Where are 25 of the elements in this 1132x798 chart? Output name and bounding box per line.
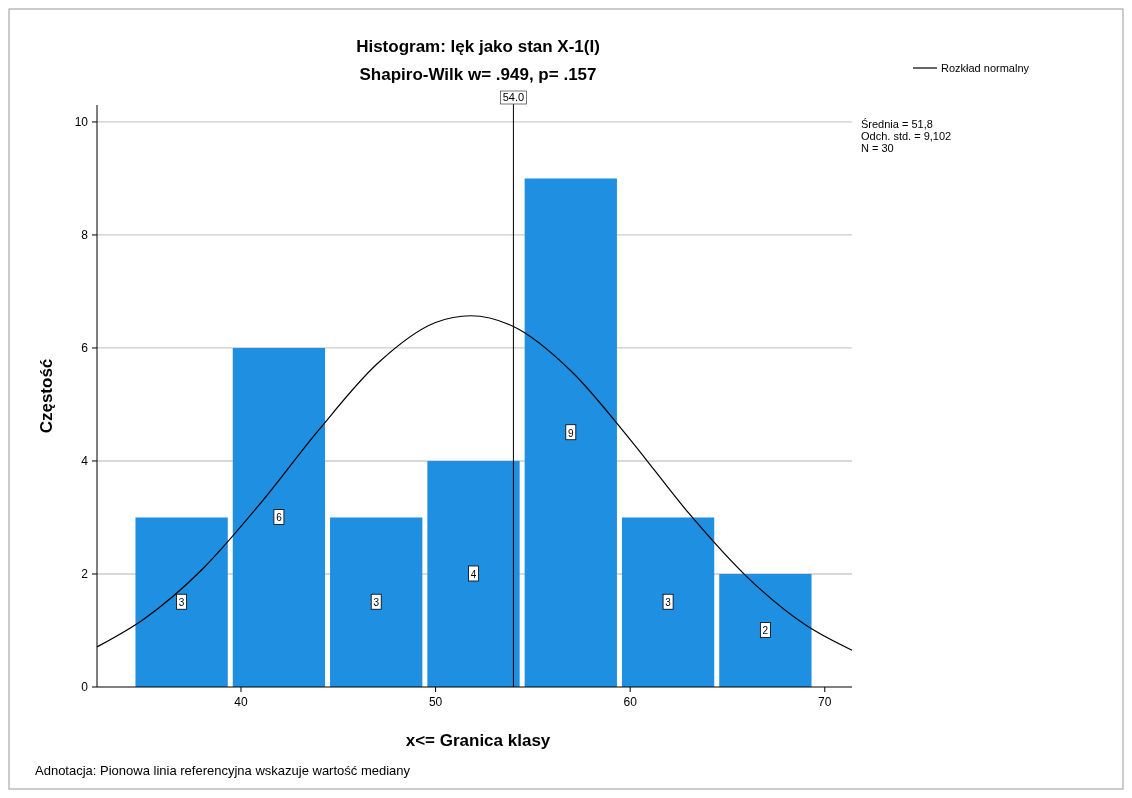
- y-axis-title: Częstość: [37, 358, 56, 434]
- x-tick-label: 40: [234, 695, 248, 709]
- y-tick-label: 6: [81, 340, 89, 355]
- data-label: 9: [568, 427, 575, 439]
- data-label: 6: [276, 512, 283, 524]
- legend-label: Rozkład normalny: [941, 62, 1030, 74]
- y-tick-label: 2: [81, 566, 89, 581]
- data-label: 3: [665, 597, 672, 609]
- data-label: 3: [178, 597, 185, 609]
- data-label: 3: [373, 597, 380, 609]
- x-tick-label: 70: [818, 695, 832, 709]
- data-label: 4: [470, 568, 477, 580]
- y-tick-label: 4: [81, 453, 89, 468]
- x-axis-title: x<= Granica klasy: [405, 731, 551, 750]
- y-tick-label: 0: [81, 680, 89, 694]
- text: Adnotacja: Pionowa linia referencyjna wskazuje wartość mediany: [35, 763, 411, 778]
- y-tick-label: 8: [81, 227, 89, 242]
- text: Średnia = 51,8 Odch. std. = 9,102 N = 30: [861, 118, 952, 154]
- data-label: 2: [762, 625, 769, 637]
- chart-title: Histogram: lęk jako stan X-1(I): [356, 37, 600, 56]
- chart-subtitle: Shapiro-Wilk w= .949, p= .157: [359, 65, 597, 84]
- x-tick-label: 50: [428, 695, 443, 709]
- ref-line-label: 54.0: [502, 91, 525, 103]
- x-tick-label: 60: [623, 695, 638, 709]
- y-tick-label: 10: [74, 114, 89, 129]
